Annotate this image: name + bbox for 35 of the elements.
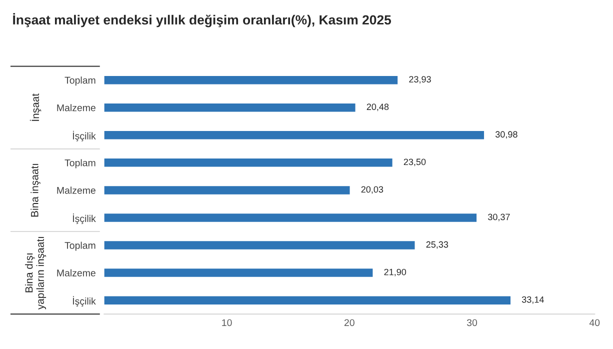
text: Bina inşaatı: [30, 164, 40, 217]
y-tick-label: İşçilik: [73, 296, 96, 307]
y-tick-label: Malzeme: [57, 104, 96, 112]
data-label: 33,14: [522, 296, 544, 304]
y-tick-label: Toplam: [64, 242, 96, 251]
y-tick-label: İşçilik: [73, 130, 96, 142]
bar: [104, 214, 477, 222]
data-label: 20,03: [361, 186, 384, 194]
data-label: 21,90: [384, 268, 406, 276]
data-label: 30,37: [488, 214, 510, 222]
data-label: 23,93: [409, 76, 431, 84]
y-tick-label: Malzeme: [57, 186, 96, 194]
text: İnşaat: [30, 93, 42, 121]
bar: [104, 158, 392, 167]
bar: [104, 103, 356, 112]
y-tick-label: Malzeme: [57, 269, 96, 276]
bar: [104, 268, 373, 277]
data-label: 20,48: [366, 104, 389, 112]
text: Bina dışı yapıların inşaatı: [25, 237, 46, 310]
bar: [104, 76, 398, 84]
y-tick-label: Toplam: [64, 76, 96, 86]
y-tick-label: İşçilik: [73, 214, 96, 224]
bar: [104, 131, 484, 140]
x-tick-label: 20: [344, 319, 354, 326]
x-tick-label: 10: [222, 319, 232, 326]
chart-title: İnşaat maliyet endeksi yıllık değişim oranları(%), Kasım 2025: [13, 13, 392, 28]
data-label: 25,33: [426, 241, 448, 249]
data-label: 23,50: [404, 158, 426, 166]
x-tick-label: 30: [466, 319, 478, 326]
bar: [104, 241, 415, 250]
x-tick-label: 40: [589, 319, 600, 326]
data-label: 30,98: [495, 131, 518, 139]
y-tick-label: Toplam: [64, 159, 96, 168]
bar: [104, 296, 511, 304]
bar: [104, 186, 350, 194]
